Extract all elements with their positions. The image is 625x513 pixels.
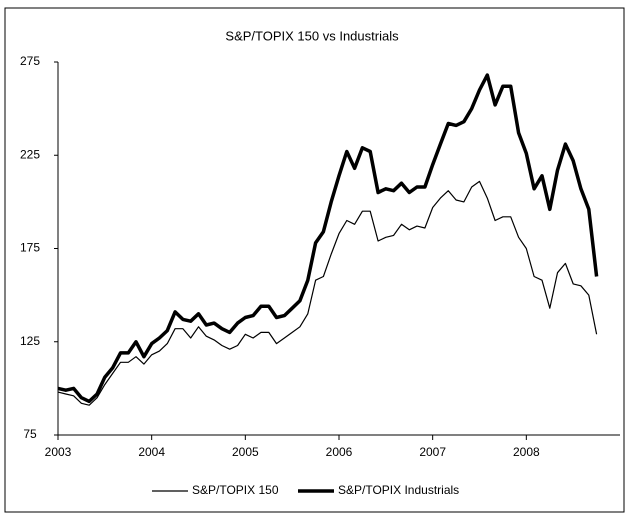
x-tick-label: 2007 <box>419 445 446 459</box>
x-tick-label: 2006 <box>326 445 353 459</box>
legend-label: S&P/TOPIX Industrials <box>338 483 459 497</box>
x-tick-label: 2004 <box>138 445 165 459</box>
x-tick-label: 2008 <box>513 445 540 459</box>
y-tick-label: 75 <box>23 427 37 441</box>
line-series <box>57 73 599 404</box>
legend-label: S&P/TOPIX 150 <box>192 483 279 497</box>
y-tick-label: 125 <box>20 334 40 348</box>
chart-frame <box>4 7 625 513</box>
line-series <box>57 180 598 406</box>
y-tick-label: 275 <box>20 54 40 68</box>
y-tick-label: 225 <box>20 147 40 161</box>
x-tick-label: 2003 <box>45 445 72 459</box>
y-tick-label: 175 <box>20 241 40 255</box>
x-tick-label: 2005 <box>232 445 259 459</box>
chart-title: S&P/TOPIX 150 vs Industrials <box>225 28 399 43</box>
